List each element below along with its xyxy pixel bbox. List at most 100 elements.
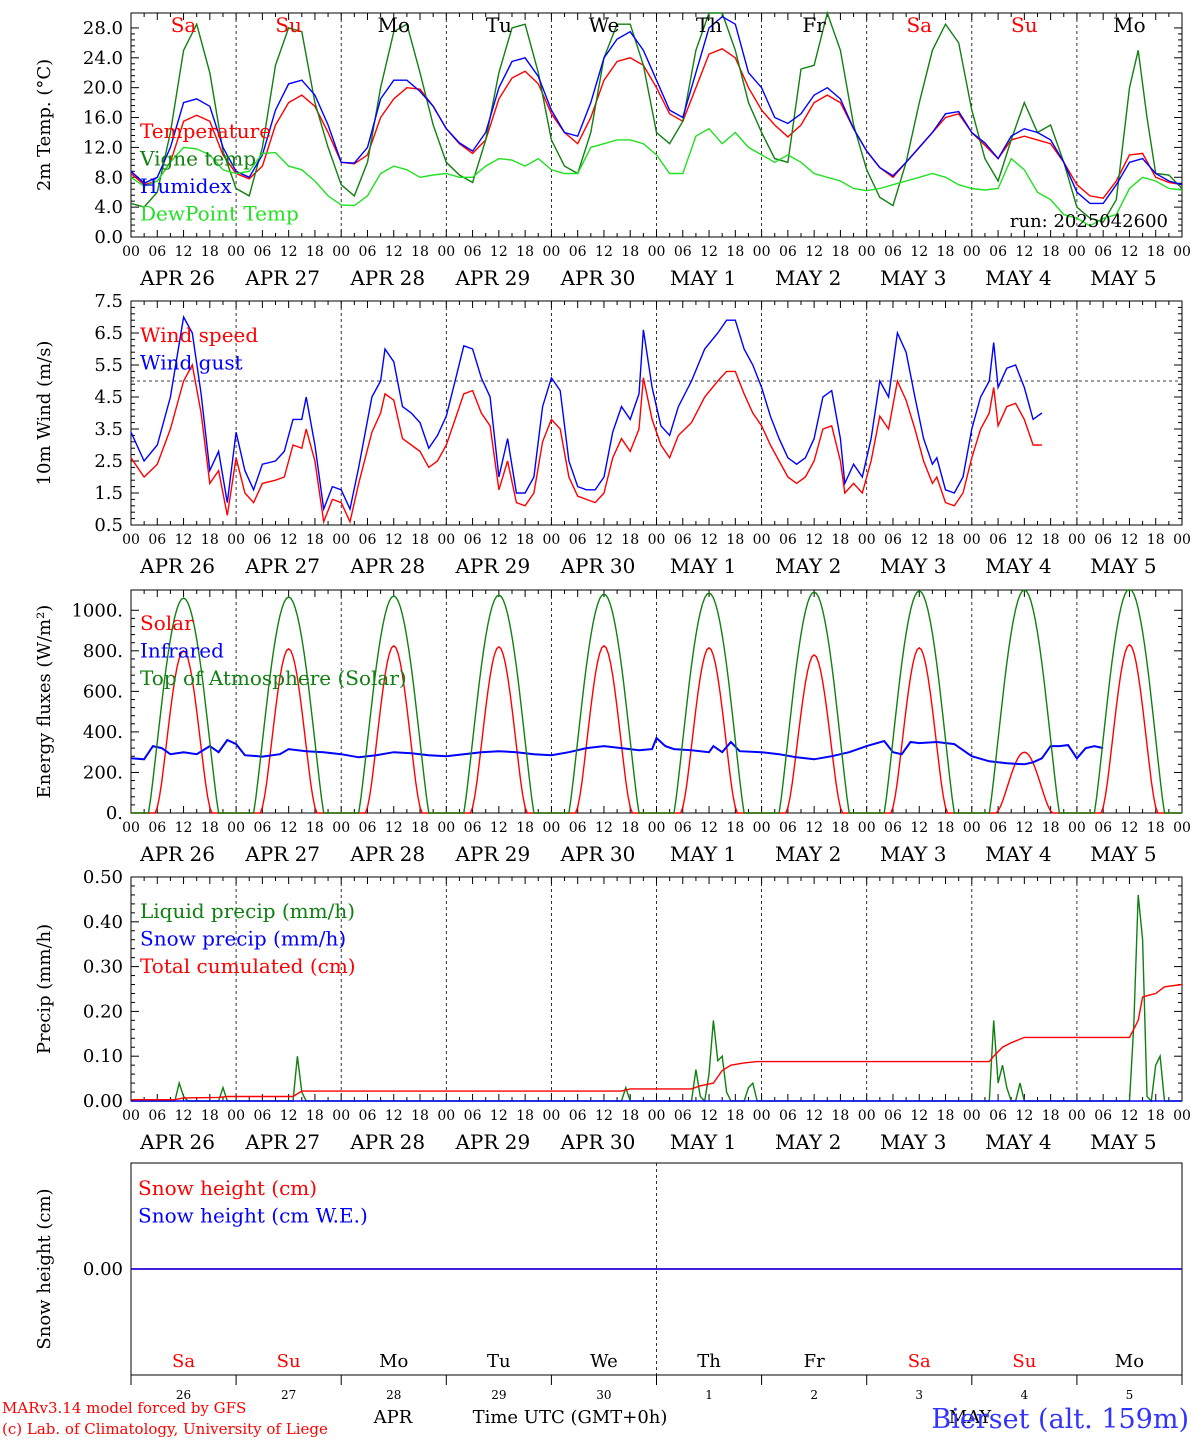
x-hour-label: 06 xyxy=(779,820,797,836)
x-hour-label: 12 xyxy=(1121,532,1139,548)
x-hour-label: 12 xyxy=(1121,820,1139,836)
legend-entry: Wind speed xyxy=(140,323,258,347)
x-hour-label: 06 xyxy=(989,1108,1007,1124)
x-date-label: APR 29 xyxy=(454,266,530,290)
x-hour-label: 18 xyxy=(516,1108,534,1124)
x-hour-label: 18 xyxy=(1147,532,1165,548)
x-hour-label: 06 xyxy=(359,820,377,836)
x-date-label: MAY 4 xyxy=(985,266,1051,290)
x-hour-label: 12 xyxy=(910,1108,928,1124)
x-hour-label: 18 xyxy=(1042,532,1060,548)
x-hour-label: 12 xyxy=(910,532,928,548)
x-hour-label: 06 xyxy=(884,820,902,836)
x-hour-label: 06 xyxy=(569,532,587,548)
x-date-label: APR 30 xyxy=(560,842,636,866)
x-hour-label: 18 xyxy=(516,532,534,548)
legend-entry: Liquid precip (mm/h) xyxy=(140,899,355,923)
x-date-label: MAY 3 xyxy=(880,1130,946,1154)
x-hour-label: 06 xyxy=(148,244,166,260)
panel-frame xyxy=(130,589,1183,814)
x-hour-label: 06 xyxy=(884,532,902,548)
x-hour-label: 18 xyxy=(832,820,850,836)
x-hour-label: 18 xyxy=(726,820,744,836)
x-hour-label: 18 xyxy=(621,532,639,548)
x-hour-label: 06 xyxy=(359,244,377,260)
x-hour-label: 00 xyxy=(963,820,981,836)
x-date-label: MAY 4 xyxy=(985,554,1051,578)
x-hour-label: 12 xyxy=(385,244,403,260)
x-hour-label: 00 xyxy=(1068,532,1086,548)
x-hour-label: 12 xyxy=(490,1108,508,1124)
y-tick-label: 12.0 xyxy=(83,137,123,158)
panel-4: 0.00 0.10 0.20 0.30 0.40 0.50 Precip (mm/h) Liq… xyxy=(34,867,1191,1154)
x-hour-label: 18 xyxy=(306,820,324,836)
x-hour-label: 18 xyxy=(1042,244,1060,260)
x-hour-label: 06 xyxy=(989,244,1007,260)
footer-model-credit: MARv3.14 model forced by GFS xyxy=(2,1399,246,1417)
y-tick-label: 0.0 xyxy=(94,227,123,248)
panel-3: 0. 200. 400. 600. 800. 1000. Energy fluxes (W/… xyxy=(34,589,1191,866)
x-hour-label: 12 xyxy=(595,244,613,260)
x-hour-label: 18 xyxy=(621,820,639,836)
day-number-label: 28 xyxy=(386,1388,401,1402)
x-date-label: APR 26 xyxy=(139,554,215,578)
x-hour-label: 00 xyxy=(858,1108,876,1124)
legend-entry: Temperature xyxy=(140,119,271,143)
x-hour-label: 18 xyxy=(201,820,219,836)
y-tick-label: 4.0 xyxy=(94,197,123,218)
x-hour-label: 18 xyxy=(832,532,850,548)
x-hour-label: 12 xyxy=(385,532,403,548)
legend-entry: Wind gust xyxy=(140,351,243,375)
weekday-label: Sa xyxy=(172,1351,195,1372)
x-hour-label: 06 xyxy=(253,820,271,836)
weekday-label: Mo xyxy=(1115,1351,1144,1372)
y-axis-title: Precip (mm/h) xyxy=(34,924,55,1054)
x-hour-label: 12 xyxy=(280,532,298,548)
y-tick-label: 0.30 xyxy=(83,957,123,978)
x-hour-label: 12 xyxy=(700,820,718,836)
x-hour-label: 00 xyxy=(1173,820,1191,836)
x-hour-label: 00 xyxy=(122,1108,140,1124)
x-hour-label: 06 xyxy=(464,244,482,260)
x-date-label: MAY 3 xyxy=(880,554,946,578)
x-hour-label: 00 xyxy=(1173,532,1191,548)
x-hour-label: 00 xyxy=(858,244,876,260)
x-hour-label: 18 xyxy=(1147,1108,1165,1124)
x-date-label: APR 27 xyxy=(244,842,320,866)
x-date-label: APR 27 xyxy=(244,1130,320,1154)
x-hour-label: 12 xyxy=(175,244,193,260)
weekday-label: Su xyxy=(1011,13,1038,37)
x-date-label: MAY 4 xyxy=(985,1130,1051,1154)
x-date-label: MAY 3 xyxy=(880,842,946,866)
x-date-label: MAY 5 xyxy=(1090,554,1156,578)
y-tick-label: 0.50 xyxy=(83,867,123,888)
x-hour-label: 12 xyxy=(1015,244,1033,260)
x-date-label: APR 26 xyxy=(139,1130,215,1154)
x-hour-label: 00 xyxy=(332,1108,350,1124)
x-hour-label: 12 xyxy=(385,1108,403,1124)
y-tick-label: 0.20 xyxy=(83,1001,123,1022)
x-date-label: MAY 2 xyxy=(775,266,841,290)
x-date-label: APR 26 xyxy=(139,266,215,290)
x-hour-label: 18 xyxy=(621,244,639,260)
panel-1: 0.0 4.0 8.0 12.0 16.0 20.0 24.0 28.0 2m Temp. (°… xyxy=(34,10,1191,290)
series-line-infrared xyxy=(130,736,1104,766)
y-tick-label: 4.5 xyxy=(94,387,123,408)
x-hour-label: 00 xyxy=(122,244,140,260)
x-hour-label: 00 xyxy=(963,244,981,260)
x-hour-label: 06 xyxy=(148,820,166,836)
x-hour-label: 18 xyxy=(832,244,850,260)
weekday-label: Fr xyxy=(804,1351,825,1372)
y-tick-label: 16.0 xyxy=(83,108,123,129)
weekday-label: Fr xyxy=(802,13,826,37)
x-date-label: MAY 3 xyxy=(880,266,946,290)
weekday-label: Th xyxy=(696,13,722,37)
x-date-label: APR 26 xyxy=(139,842,215,866)
day-number-label: 30 xyxy=(596,1388,611,1402)
x-date-label: APR 30 xyxy=(560,554,636,578)
x-hour-label: 18 xyxy=(411,532,429,548)
x-hour-label: 06 xyxy=(359,532,377,548)
weekday-label: Su xyxy=(1012,1351,1036,1372)
x-hour-label: 00 xyxy=(648,244,666,260)
weekday-label: Mo xyxy=(1113,13,1146,37)
